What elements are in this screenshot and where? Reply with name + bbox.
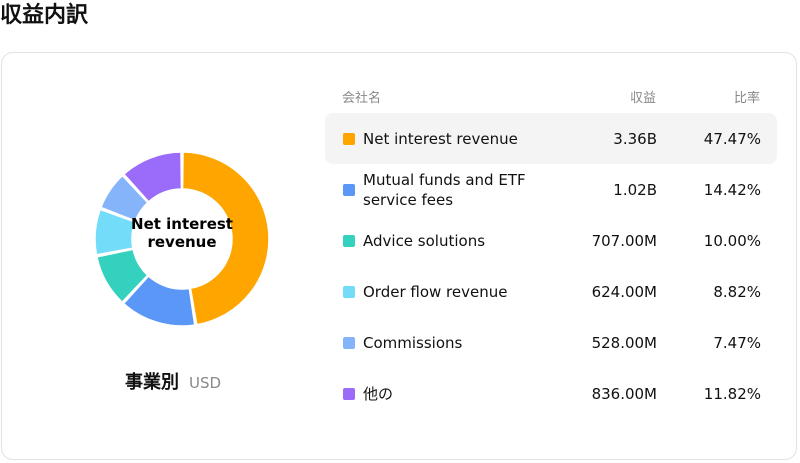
- segment-label: 事業別: [125, 372, 179, 393]
- row-revenue: 707.00M: [591, 231, 657, 250]
- row-revenue: 1.02B: [613, 180, 657, 199]
- currency-label: USD: [189, 374, 222, 392]
- row-ratio: 8.82%: [713, 282, 761, 301]
- donut-center-label: Net interest revenue: [131, 215, 233, 251]
- table-row[interactable]: Advice solutions 707.00M 10.00%: [325, 215, 777, 266]
- row-name: Advice solutions: [363, 231, 486, 250]
- row-revenue: 3.36B: [613, 129, 657, 148]
- row-name: 他の: [363, 384, 394, 403]
- table-row[interactable]: Order flow revenue 624.00M 8.82%: [325, 266, 777, 317]
- row-name: Mutual funds and ETF service fees: [363, 170, 526, 209]
- table-row[interactable]: Net interest revenue 3.36B 47.47%: [325, 113, 777, 164]
- donut-svg: [94, 151, 270, 327]
- donut-chart: Net interest revenue: [82, 139, 282, 339]
- legend-swatch: [343, 133, 355, 145]
- table-header: 会社名 収益 比率: [342, 87, 760, 107]
- revenue-breakdown-card: Net interest revenue 事業別 USD 会社名 収益 比率 N…: [1, 52, 797, 460]
- page-title: 収益内訳: [0, 3, 89, 28]
- donut-slice-2[interactable]: [95, 248, 149, 304]
- header-ratio: 比率: [733, 91, 760, 106]
- table-row[interactable]: 他の 836.00M 11.82%: [325, 368, 777, 419]
- legend-swatch: [343, 286, 355, 298]
- donut-slice-1[interactable]: [122, 275, 196, 327]
- donut-slice-4[interactable]: [99, 174, 149, 222]
- legend-swatch: [343, 337, 355, 349]
- legend-swatch: [343, 184, 355, 196]
- row-revenue: 836.00M: [591, 384, 657, 403]
- row-ratio: 11.82%: [703, 384, 761, 403]
- table-row[interactable]: Commissions 528.00M 7.47%: [325, 317, 777, 368]
- row-name: Order flow revenue: [363, 282, 508, 301]
- row-revenue: 528.00M: [591, 333, 657, 352]
- row-ratio: 10.00%: [703, 231, 761, 250]
- legend-swatch: [343, 235, 355, 247]
- row-name: Commissions: [363, 333, 463, 352]
- row-ratio: 7.47%: [713, 333, 761, 352]
- row-revenue: 624.00M: [591, 282, 657, 301]
- header-name: 会社名: [342, 91, 382, 106]
- row-name: Net interest revenue: [363, 129, 518, 148]
- row-ratio: 47.47%: [703, 129, 761, 148]
- legend-swatch: [343, 388, 355, 400]
- donut-slice-5[interactable]: [122, 151, 183, 203]
- revenue-table: Net interest revenue 3.36B 47.47% Mutual…: [325, 113, 777, 419]
- row-ratio: 14.42%: [703, 180, 761, 199]
- header-revenue: 収益: [629, 91, 656, 106]
- chart-subtitle: 事業別 USD: [125, 368, 221, 394]
- table-row[interactable]: Mutual funds and ETF service fees 1.02B …: [325, 164, 777, 215]
- donut-slice-3[interactable]: [94, 208, 136, 256]
- donut-slice-0[interactable]: [181, 151, 270, 326]
